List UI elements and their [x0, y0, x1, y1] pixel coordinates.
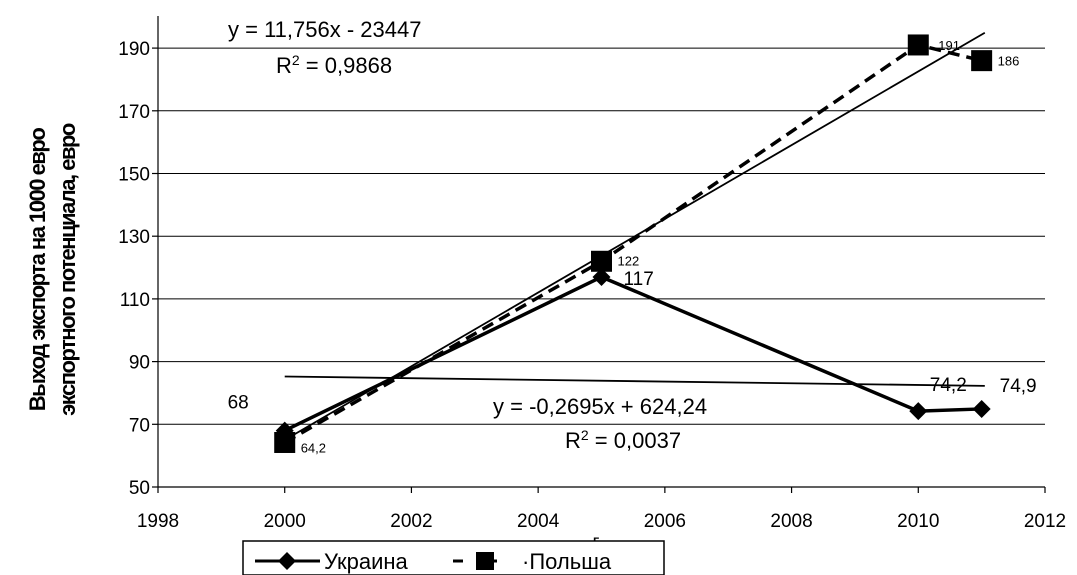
- trend-equation-ukraine: y = -0,2695x + 624,24: [493, 394, 707, 419]
- poland-data-label: 191: [938, 38, 960, 53]
- y-tick-label: 70: [129, 415, 150, 436]
- legend-label-poland: ·Польша: [522, 549, 612, 574]
- legend-label-ukraine: Украина: [324, 549, 409, 574]
- legend-box: [242, 540, 665, 575]
- x-tick-label: 2000: [264, 511, 306, 532]
- poland-data-label: 186: [998, 54, 1020, 69]
- trend-r2-ukraine-value: 0,0037: [614, 428, 681, 453]
- x-tick-label: 2008: [770, 511, 812, 532]
- x-tick-label: 2004: [517, 511, 560, 532]
- series-line-poland: [283, 43, 983, 445]
- ukraine-data-label: 74,2: [930, 375, 967, 396]
- trend-equation-poland: y = 11,756x - 23447: [228, 17, 421, 42]
- poland-data-point: [971, 50, 993, 72]
- axes: [152, 16, 1046, 493]
- trend-r2-ukraine: R2 = 0,0037: [565, 427, 681, 453]
- x-tick-label: 2006: [644, 511, 686, 532]
- ukraine-data-point: [972, 399, 991, 418]
- ukraine-data-label: 117: [624, 269, 654, 290]
- y-tick-label: 50: [129, 478, 150, 499]
- poland-data-label: 122: [618, 253, 640, 268]
- x-tick-label: 2002: [390, 511, 432, 532]
- y-axis-title-line1: Выход экспорта на 1000 евро: [25, 128, 50, 412]
- y-tick-labels: 50 70 90 110 130 150 170 190: [118, 39, 150, 499]
- poland-data-point: [591, 250, 612, 272]
- grid-lines: [158, 47, 1045, 425]
- data-labels: 68 117 74,2 74,9 64,2 122 191 186: [228, 38, 1037, 456]
- poland-data-point: [907, 34, 929, 56]
- legend: Украина ·Польша: [242, 540, 665, 575]
- ukraine-data-point: [592, 267, 611, 286]
- trendline-ukraine: [284, 375, 985, 387]
- poland-data-point: [274, 431, 296, 453]
- series-lines: [283, 43, 983, 445]
- y-tick-label: 130: [118, 227, 150, 248]
- legend-label-poland-text: Польша: [529, 549, 612, 574]
- ukraine-data-point: [909, 402, 928, 421]
- legend-square-icon: [476, 552, 494, 570]
- trend-r2-poland: R2 = 0,9868: [276, 52, 392, 78]
- x-tick-label: 1998: [137, 511, 179, 532]
- y-tick-label: 110: [120, 290, 150, 311]
- data-markers: [274, 34, 993, 453]
- x-tick-labels: 1998 2000 2002 2004 2006 2008 2010 2012: [137, 511, 1066, 532]
- y-tick-label: 150: [118, 165, 150, 186]
- y-tick-label: 90: [129, 353, 150, 374]
- ukraine-data-label: 74,9: [1000, 376, 1037, 397]
- y-tick-label: 170: [118, 102, 150, 123]
- y-tick-label: 190: [118, 39, 150, 60]
- x-tick-label: 2010: [897, 511, 939, 532]
- poland-data-label: 64,2: [301, 440, 326, 455]
- legend-diamond-icon: [278, 552, 296, 570]
- trend-r2-poland-value: 0,9868: [325, 53, 392, 78]
- y-axis-title-line2: экспортного потенциала, евро: [55, 123, 80, 416]
- x-tick-label: 2012: [1024, 511, 1066, 532]
- ukraine-data-label: 68: [228, 393, 249, 414]
